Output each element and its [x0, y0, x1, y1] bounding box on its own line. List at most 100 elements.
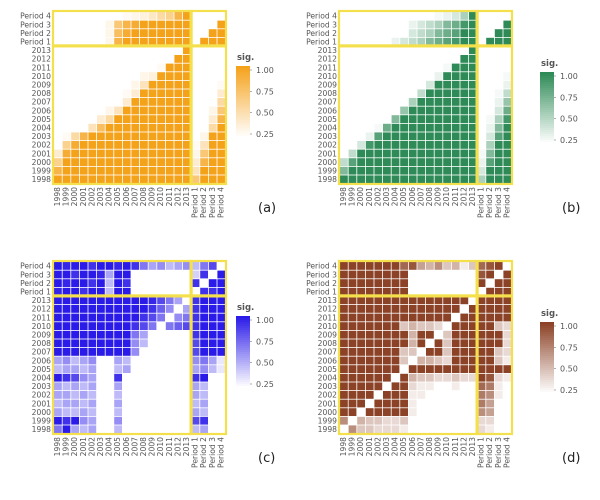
heatmap-cell: [79, 72, 88, 80]
legend-gradient-step: [540, 338, 554, 341]
heatmap-cell: [434, 72, 443, 80]
legend-gradient-step: [540, 342, 554, 345]
heatmap-cell: [122, 416, 131, 425]
heatmap-cell: [400, 391, 408, 399]
heatmap-cell: [208, 287, 217, 296]
column-label: Period 3: [494, 437, 503, 468]
heatmap-cell: [88, 29, 97, 37]
heatmap-cell: [122, 72, 131, 80]
heatmap-cell: [114, 166, 122, 175]
legend-gradient-step: [236, 374, 250, 377]
heatmap-cell: [165, 408, 174, 416]
heatmap-cell: [486, 37, 494, 46]
heatmap-cell: [469, 149, 477, 158]
heatmap-cell: [383, 262, 391, 270]
heatmap-cell: [174, 149, 183, 158]
heatmap-cell: [140, 123, 148, 132]
heatmap-cell: [460, 141, 469, 149]
heatmap-cell: [486, 382, 494, 391]
row-label: 2010: [32, 72, 51, 81]
heatmap-cell: [122, 12, 131, 20]
heatmap-cell: [460, 46, 469, 55]
heatmap-cell: [208, 270, 217, 279]
heatmap-cell: [494, 408, 503, 416]
heatmap-cell: [174, 322, 183, 330]
heatmap-cell: [208, 141, 217, 149]
heatmap-cell: [131, 382, 140, 391]
heatmap-cell: [148, 175, 157, 184]
heatmap-cell: [54, 391, 62, 399]
heatmap-cell: [183, 29, 191, 37]
heatmap-cell: [62, 89, 71, 98]
heatmap-cell: [477, 20, 486, 29]
heatmap-cell: [208, 63, 217, 72]
heatmap-cell: [165, 132, 174, 141]
row-label: 2011: [32, 313, 51, 322]
legend-gradient-step: [540, 372, 554, 375]
heatmap-cell: [357, 158, 365, 166]
heatmap-cell: [88, 322, 97, 330]
heatmap-cell: [165, 296, 174, 305]
heatmap-cell: [217, 132, 226, 141]
row-label: 2008: [32, 339, 51, 348]
heatmap-cell: [208, 175, 217, 184]
row-label: 2011: [318, 313, 337, 322]
legend-gradient-step: [540, 76, 554, 79]
heatmap-cell: [97, 279, 105, 287]
heatmap-cell: [105, 89, 114, 98]
heatmap-cell: [451, 322, 460, 330]
heatmap-cell: [71, 20, 79, 29]
heatmap-cell: [340, 296, 348, 305]
heatmap-cell: [105, 348, 114, 356]
heatmap-cell: [97, 72, 105, 80]
heatmap-cell: [88, 373, 97, 382]
heatmap-cell: [122, 262, 131, 270]
heatmap-cell: [357, 46, 365, 55]
heatmap-cell: [365, 339, 374, 348]
heatmap-cell: [469, 287, 477, 296]
heatmap-cell: [105, 149, 114, 158]
heatmap-cell: [131, 262, 140, 270]
heatmap-cell: [434, 123, 443, 132]
heatmap-cell: [174, 382, 183, 391]
heatmap-cell: [71, 425, 79, 434]
heatmap-cell: [460, 98, 469, 106]
heatmap-cell: [79, 115, 88, 123]
heatmap-cell: [157, 106, 165, 115]
heatmap-cell: [426, 313, 434, 322]
heatmap-cell: [88, 175, 97, 184]
heatmap-cell: [494, 72, 503, 80]
heatmap-cell: [122, 132, 131, 141]
heatmap-cell: [208, 416, 217, 425]
heatmap-cell: [451, 166, 460, 175]
heatmap-cell: [443, 80, 451, 89]
heatmap-cell: [340, 98, 348, 106]
heatmap-cell: [460, 279, 469, 287]
heatmap-cell: [426, 132, 434, 141]
row-label: 2003: [318, 382, 337, 391]
heatmap-cell: [374, 141, 383, 149]
heatmap-cell: [157, 382, 165, 391]
row-label: 2012: [318, 305, 337, 314]
heatmap-cell: [88, 55, 97, 63]
heatmap-cell: [200, 149, 208, 158]
heatmap-cell: [208, 399, 217, 408]
column-label: 2009: [434, 187, 443, 206]
heatmap-cell: [460, 80, 469, 89]
legend-gradient-step: [236, 348, 250, 351]
heatmap-cell: [122, 141, 131, 149]
row-label: 2003: [32, 382, 51, 391]
heatmap-cell: [157, 425, 165, 434]
heatmap-cell: [105, 330, 114, 339]
legend-gradient-step: [236, 92, 250, 95]
heatmap-cell: [217, 279, 226, 287]
heatmap-cell: [174, 287, 183, 296]
heatmap-cell: [79, 425, 88, 434]
heatmap-cell: [426, 296, 434, 305]
legend-gradient-step: [236, 134, 250, 137]
heatmap-cell: [348, 149, 357, 158]
heatmap-cell: [140, 356, 148, 365]
heatmap-cell: [434, 55, 443, 63]
heatmap-cell: [183, 12, 191, 20]
